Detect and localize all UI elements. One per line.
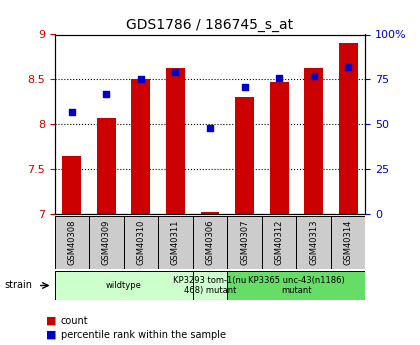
Bar — [63, 156, 81, 214]
Bar — [331, 216, 365, 269]
Text: ■: ■ — [46, 330, 57, 339]
Text: percentile rank within the sample: percentile rank within the sample — [61, 330, 226, 339]
Text: GSM40314: GSM40314 — [344, 220, 353, 265]
Bar — [123, 216, 158, 269]
Bar — [227, 271, 365, 300]
Text: strain: strain — [4, 280, 32, 290]
Text: count: count — [61, 316, 89, 326]
Bar — [304, 68, 323, 214]
Bar — [166, 68, 185, 214]
Point — [207, 125, 213, 130]
Title: GDS1786 / 186745_s_at: GDS1786 / 186745_s_at — [126, 18, 294, 32]
Point — [68, 109, 75, 115]
Text: KP3365 unc-43(n1186)
mutant: KP3365 unc-43(n1186) mutant — [248, 276, 345, 295]
Point — [345, 64, 352, 70]
Point — [276, 75, 282, 80]
Bar — [89, 216, 123, 269]
Text: KP3293 tom-1(nu
468) mutant: KP3293 tom-1(nu 468) mutant — [173, 276, 247, 295]
Bar — [55, 216, 89, 269]
Bar — [297, 216, 331, 269]
Text: GSM40307: GSM40307 — [240, 220, 249, 265]
Point — [103, 91, 110, 97]
Bar — [339, 43, 357, 214]
Bar — [227, 216, 262, 269]
Bar — [200, 212, 220, 214]
Text: GSM40312: GSM40312 — [275, 220, 284, 265]
Text: wildtype: wildtype — [106, 281, 142, 290]
Bar — [193, 271, 227, 300]
Point — [310, 73, 317, 79]
Bar — [131, 79, 150, 214]
Bar — [262, 216, 297, 269]
Point — [138, 77, 144, 82]
Text: GSM40306: GSM40306 — [205, 220, 215, 265]
Text: GSM40313: GSM40313 — [309, 220, 318, 265]
Text: GSM40309: GSM40309 — [102, 220, 111, 265]
Bar — [270, 82, 289, 214]
Bar — [193, 216, 227, 269]
Point — [172, 69, 179, 75]
Text: GSM40311: GSM40311 — [171, 220, 180, 265]
Text: GSM40308: GSM40308 — [67, 220, 76, 265]
Bar — [97, 118, 116, 214]
Bar — [235, 97, 254, 214]
Text: GSM40310: GSM40310 — [136, 220, 145, 265]
Text: ■: ■ — [46, 316, 57, 326]
Point — [241, 84, 248, 89]
Bar — [158, 216, 193, 269]
Bar — [55, 271, 193, 300]
